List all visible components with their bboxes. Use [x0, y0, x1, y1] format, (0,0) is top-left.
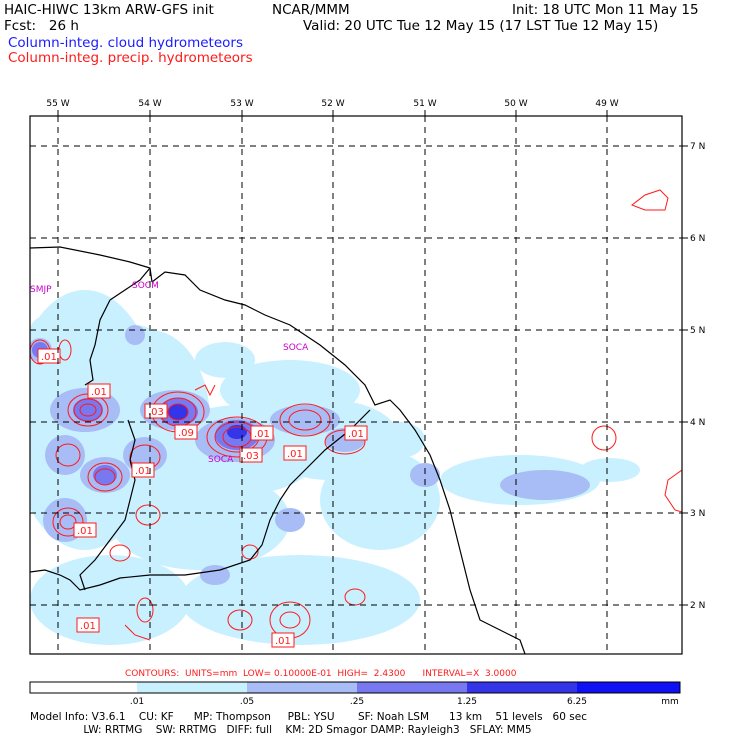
- svg-text:.01: .01: [254, 429, 270, 440]
- svg-text:.01: .01: [80, 621, 96, 632]
- map-frame: [29, 115, 683, 655]
- lat-labels: 7 N 6 N 5 N 4 N 3 N 2 N: [690, 142, 705, 611]
- contour-label: .01: [283, 445, 307, 461]
- model-title: HAIC-HIWC 13km ARW-GFS init: [4, 2, 214, 18]
- contour-label: .01: [73, 522, 97, 538]
- lon-label: 51 W: [413, 99, 436, 109]
- colorbar-unit: mm: [661, 697, 679, 707]
- contour-label: .01: [131, 462, 155, 478]
- station-label-soca-2: SOCA: [208, 455, 234, 465]
- lon-label: 52 W: [321, 99, 344, 109]
- lat-label: 6 N: [690, 234, 705, 244]
- precip-contours: [30, 189, 682, 641]
- contour-label: .09: [174, 424, 198, 440]
- svg-text:.01: .01: [275, 636, 291, 647]
- field-cloud-label: Column-integ. cloud hydrometeors: [8, 35, 244, 51]
- station-label-soca: SOCA: [283, 343, 309, 353]
- svg-text:.01: .01: [348, 429, 364, 440]
- lon-labels: 55 W 54 W 53 W 52 W 51 W 50 W 49 W: [46, 99, 618, 109]
- contour-label: .01: [76, 617, 100, 633]
- lat-label: 3 N: [690, 509, 705, 519]
- colorbar-ticks: .01 .05 .25 1.25 6.25 mm: [130, 697, 679, 707]
- colorbar-tick: 1.25: [457, 697, 477, 707]
- contour-labels: .01 .01 .03 .09 .01 .01 .03 .01 .01 .01 …: [37, 348, 368, 648]
- svg-text:.01: .01: [41, 352, 57, 363]
- colorbar-tick: .01: [130, 697, 144, 707]
- forecast-hour: Fcst: 26 h: [4, 18, 79, 34]
- station-labels: SMJP SOCM SOCA SOCA: [30, 281, 309, 465]
- ticks: [57, 110, 688, 606]
- lat-label: 4 N: [690, 418, 705, 428]
- station-label-socm: SOCM: [132, 281, 159, 291]
- contour-label: .01: [250, 425, 274, 441]
- station-label-smjp: SMJP: [30, 285, 52, 295]
- svg-text:.03: .03: [148, 407, 164, 418]
- colorbar: [29, 681, 681, 694]
- svg-text:.01: .01: [287, 449, 303, 460]
- map-field: SMJP SOCM SOCA SOCA .01 .01 .03 .09 .01 …: [30, 189, 682, 654]
- contour-info: CONTOURS: UNITS=mm LOW= 0.10000E-01 HIGH…: [125, 669, 517, 679]
- svg-text:.01: .01: [77, 526, 93, 537]
- lat-label: 2 N: [690, 601, 705, 611]
- field-precip-label: Column-integ. precip. hydrometeors: [8, 50, 253, 66]
- contour-label: .01: [271, 632, 295, 648]
- lon-label: 55 W: [46, 99, 69, 109]
- init-time: Init: 18 UTC Mon 11 May 15: [512, 2, 699, 18]
- graticule: [30, 116, 682, 654]
- contour-label: .03: [144, 403, 168, 419]
- cloud-field-strong: [32, 342, 259, 485]
- svg-text:.01: .01: [91, 387, 107, 398]
- contour-label: .01: [344, 425, 368, 441]
- coastlines: [30, 246, 526, 654]
- model-info-line2: LW: RRTMG SW: RRTMG DIFF: full KM: 2D Sm…: [30, 724, 532, 736]
- valid-time: Valid: 20 UTC Tue 12 May 15 (17 LST Tue …: [303, 18, 659, 34]
- svg-text:.09: .09: [178, 428, 194, 439]
- colorbar-tick: 6.25: [567, 697, 587, 707]
- colorbar-tick: .25: [350, 697, 364, 707]
- lon-label: 53 W: [230, 99, 253, 109]
- org-label: NCAR/MMM: [272, 2, 350, 18]
- model-info-line1: Model Info: V3.6.1 CU: KF MP: Thompson P…: [30, 711, 587, 723]
- svg-text:.01: .01: [135, 466, 151, 477]
- contour-label: .03: [239, 447, 263, 463]
- lon-label: 49 W: [595, 99, 618, 109]
- colorbar-tick: .05: [240, 697, 254, 707]
- contour-label: .01: [87, 383, 111, 399]
- lat-label: 7 N: [690, 142, 705, 152]
- contour-label: .01: [37, 348, 61, 364]
- lon-label: 54 W: [138, 99, 161, 109]
- svg-text:.03: .03: [243, 451, 259, 462]
- lat-label: 5 N: [690, 326, 705, 336]
- lon-label: 50 W: [504, 99, 527, 109]
